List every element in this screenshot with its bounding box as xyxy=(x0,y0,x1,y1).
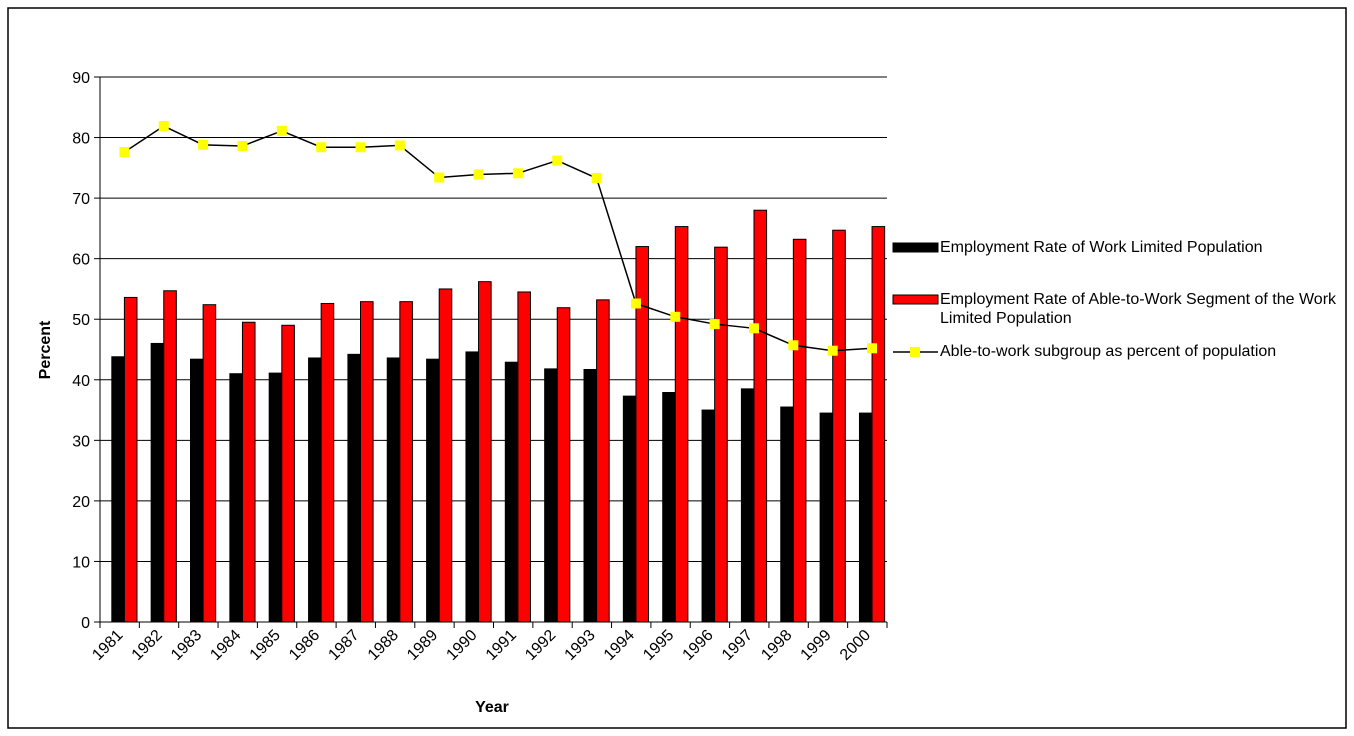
bar xyxy=(399,301,413,623)
y-tick-label: 10 xyxy=(72,554,90,571)
line xyxy=(123,125,873,352)
bar xyxy=(111,356,125,623)
bar xyxy=(150,342,165,623)
legend-swatch xyxy=(892,294,939,305)
legend-label: Employment Rate of Work Limited Populati… xyxy=(940,239,1263,256)
marker xyxy=(709,319,720,330)
bar xyxy=(544,368,558,623)
y-tick-label: 80 xyxy=(72,131,90,148)
bar xyxy=(190,358,204,623)
bar xyxy=(832,229,846,623)
y-tick-label: 60 xyxy=(72,252,90,269)
y-tick-label: 20 xyxy=(72,494,90,511)
marker xyxy=(670,311,681,322)
legend-swatch xyxy=(892,242,939,253)
bar xyxy=(465,351,480,623)
marker xyxy=(591,173,602,184)
bar xyxy=(320,302,335,623)
legend-marker xyxy=(910,347,920,357)
bar xyxy=(871,226,886,623)
bar xyxy=(662,391,676,623)
y-tick-label: 90 xyxy=(72,70,90,87)
bar xyxy=(556,307,571,623)
marker xyxy=(276,125,287,136)
y-tick-label: 30 xyxy=(72,433,90,450)
bar xyxy=(438,288,453,623)
marker xyxy=(748,323,759,334)
y-tick-label: 0 xyxy=(81,615,90,632)
bar xyxy=(858,412,873,623)
y-tick-label: 40 xyxy=(72,373,90,390)
marker xyxy=(119,147,130,158)
bar xyxy=(347,353,361,623)
y-tick-label: 50 xyxy=(72,312,90,329)
bar xyxy=(281,324,295,623)
bar xyxy=(308,357,322,623)
marker xyxy=(434,172,445,183)
marker xyxy=(394,140,405,151)
bar xyxy=(478,281,492,623)
bar xyxy=(202,304,217,623)
bar xyxy=(583,368,598,623)
bar xyxy=(701,409,716,623)
bar xyxy=(714,246,728,623)
x-axis-label: Year xyxy=(475,699,509,716)
marker xyxy=(827,345,838,356)
bar xyxy=(268,372,283,623)
marker xyxy=(237,141,248,152)
bar xyxy=(780,406,794,623)
marker xyxy=(552,155,563,166)
marker xyxy=(198,139,209,150)
bar xyxy=(819,412,834,623)
marker xyxy=(867,343,878,354)
bar xyxy=(504,361,519,623)
bar xyxy=(740,388,755,623)
bar xyxy=(163,290,177,623)
bar xyxy=(674,226,689,623)
bar xyxy=(123,296,138,623)
marker xyxy=(512,168,523,179)
bar xyxy=(792,238,807,623)
bar xyxy=(753,209,768,623)
y-axis-label: Percent xyxy=(37,320,54,379)
marker xyxy=(355,142,366,153)
bar xyxy=(386,357,401,623)
bar xyxy=(359,301,374,623)
y-tick-label: 70 xyxy=(72,191,90,208)
marker xyxy=(473,169,484,180)
bar xyxy=(635,246,650,623)
bar xyxy=(241,321,256,623)
marker xyxy=(788,340,799,351)
bar xyxy=(426,358,440,623)
bar xyxy=(622,395,637,623)
marker xyxy=(316,142,327,153)
bar xyxy=(229,373,243,623)
marker xyxy=(158,121,169,132)
legend-label: Employment Rate of Able-to-Work Segment … xyxy=(940,291,1337,327)
marker xyxy=(630,298,641,309)
bar xyxy=(596,299,610,623)
bar xyxy=(517,291,531,623)
legend-label: Able-to-work subgroup as percent of popu… xyxy=(940,343,1277,360)
